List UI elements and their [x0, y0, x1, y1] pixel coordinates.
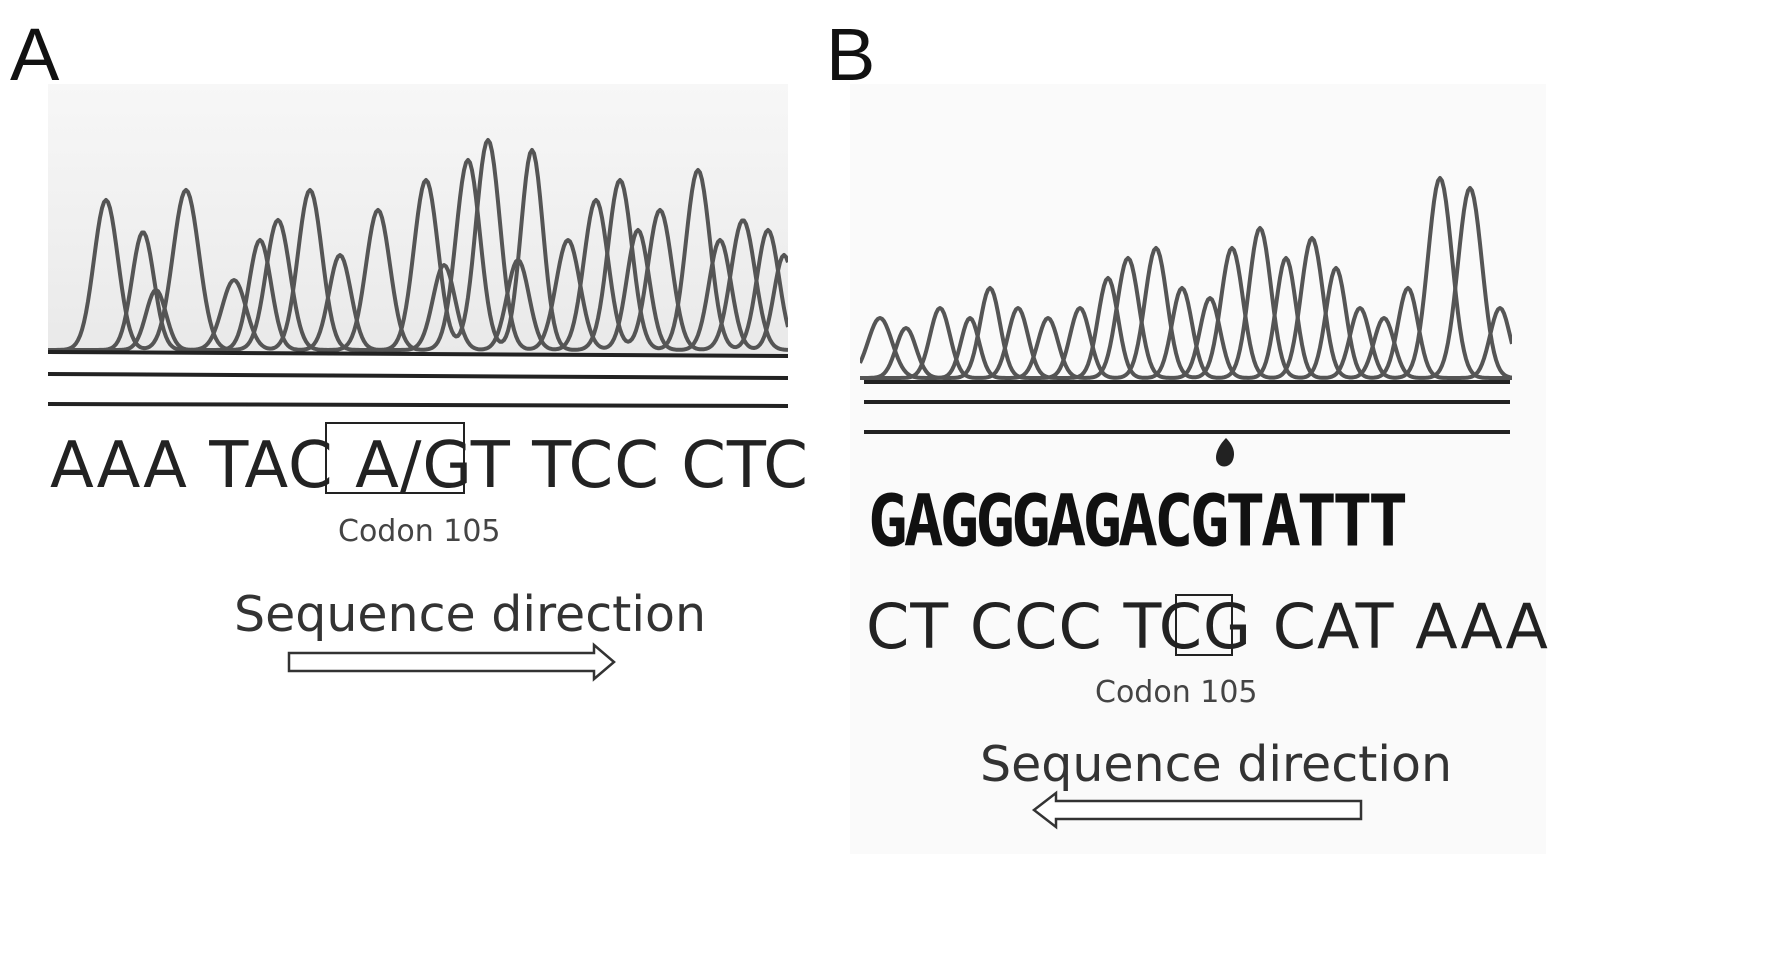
panel-b-chromatogram — [860, 176, 1512, 434]
panel-a-sequence: AAA TAC A/GT TCC CTC — [50, 429, 809, 503]
panel-b-left-arrow-icon — [1031, 790, 1363, 830]
panel-b-position-marker-icon — [1216, 438, 1234, 467]
panel-a-rule-2 — [48, 402, 788, 408]
panel-a-codon-label: Codon 105 — [338, 514, 501, 549]
panel-b-sequence: CT CCC TCG CAT AAA — [866, 590, 1549, 663]
panel-a-codon-box — [325, 422, 465, 494]
panel-b-trace-channel-3 — [860, 226, 1512, 380]
panel-b-called-bases: GAGGGAGACGTATTT — [868, 479, 1408, 563]
panel-b-trace-channel-2 — [860, 186, 1512, 380]
panel-a-trace-channel-2 — [48, 138, 788, 352]
panel-b-background — [850, 84, 1546, 854]
panel-a-right-arrow-icon — [287, 642, 616, 682]
panel-b-codon-box — [1175, 594, 1233, 656]
panel-a-trace-channel-3 — [48, 198, 788, 352]
panel-a-letter: A — [10, 13, 60, 96]
panel-b-direction-label: Sequence direction — [980, 736, 1453, 793]
panel-a-chromatogram — [48, 84, 788, 408]
panel-b-letter: B — [826, 13, 876, 96]
panel-a-rule-1 — [48, 372, 788, 380]
panel-a-baseline — [48, 350, 788, 358]
panel-a-direction-label: Sequence direction — [234, 586, 707, 643]
panel-b-codon-label: Codon 105 — [1095, 675, 1258, 710]
panel-b-trace-channel-1 — [860, 176, 1512, 380]
